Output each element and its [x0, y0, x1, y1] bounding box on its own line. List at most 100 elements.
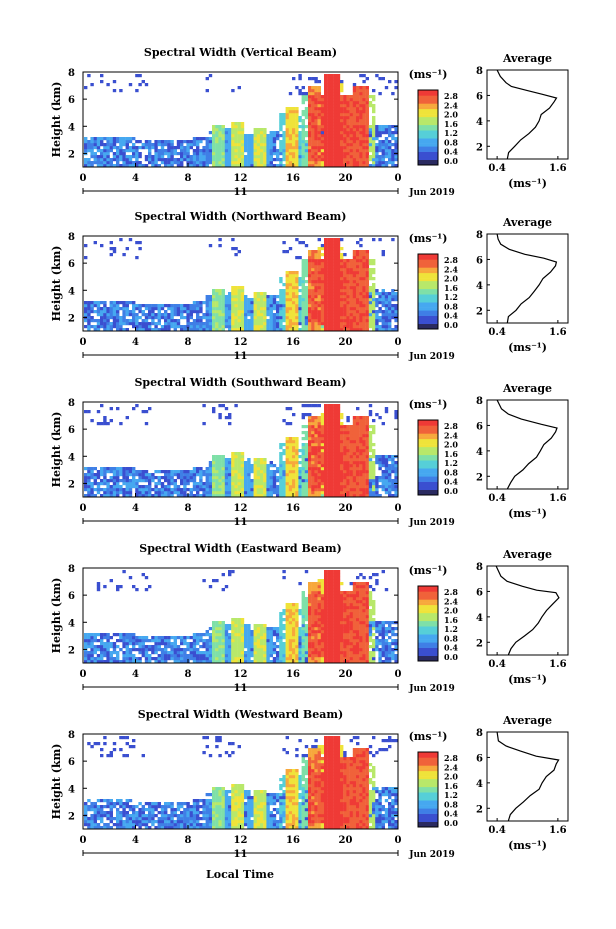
colorbar-step: [418, 272, 438, 276]
colorbar-frame: [417, 89, 439, 166]
average-y-tick-label: 6: [476, 255, 483, 266]
colorbar-step: [418, 800, 438, 804]
colorbar-tick-label: 1.2: [444, 790, 458, 800]
colorbar-tick-label: 0.0: [444, 320, 458, 330]
x-tick-label: 0: [395, 835, 402, 846]
colorbar-step: [418, 615, 438, 619]
colorbar-step: [418, 420, 438, 423]
colorbar-step: [418, 586, 438, 589]
x-tick-label: 20: [339, 337, 353, 348]
average-frame: [486, 233, 569, 324]
x-tick-label: 12: [234, 173, 248, 184]
average-y-tick-label: 8: [476, 728, 483, 739]
y-tick-label: 8: [68, 68, 75, 79]
colorbar-step: [418, 628, 438, 632]
colorbar-tick-label: 2.8: [444, 587, 458, 597]
colorbar-step: [418, 302, 438, 306]
colorbar-unit: (ms⁻¹): [409, 398, 448, 411]
colorbar-step: [418, 307, 438, 311]
y-tick-label: 4: [68, 286, 75, 297]
colorbar-step: [418, 484, 438, 488]
colorbar-tick-label: 2.0: [444, 606, 458, 616]
y-axis-label: Height (km): [50, 246, 63, 322]
average-x-label: (ms⁻¹): [508, 341, 547, 354]
date-month-label: Jun 2019: [408, 684, 455, 694]
colorbar-step: [418, 444, 438, 448]
colorbar-step: [418, 639, 438, 643]
colorbar-step: [418, 299, 438, 303]
colorbar-step: [418, 438, 438, 442]
colorbar-step: [418, 296, 438, 300]
colorbar-tick-label: 0.4: [444, 477, 458, 487]
average-frame: [486, 565, 569, 656]
y-tick-label: 2: [68, 149, 75, 160]
y-tick-label: 4: [68, 784, 75, 795]
x-tick-label: 12: [234, 503, 248, 514]
date-month-label: Jun 2019: [408, 518, 455, 528]
y-axis-label: Height (km): [50, 744, 63, 820]
average-y-tick-label: 4: [476, 447, 483, 458]
colorbar-tick-label: 2.4: [444, 430, 458, 440]
y-tick-label: 4: [68, 618, 75, 629]
colorbar-step: [418, 280, 438, 284]
colorbar-step: [418, 618, 438, 622]
colorbar-step: [418, 784, 438, 788]
average-profile: Average 2 4 6 8 0.4 1.6(ms⁻¹): [476, 216, 569, 354]
colorbar-step: [418, 642, 438, 646]
colorbar-step: [418, 446, 438, 450]
average-x-tick-label: 1.6: [549, 163, 566, 174]
colorbar-frame: [417, 751, 439, 828]
colorbar-step: [418, 810, 438, 814]
date-day-label: 11: [234, 517, 248, 528]
colorbar-tick-label: 0.0: [444, 486, 458, 496]
y-tick-label: 8: [68, 398, 75, 409]
colorbar-step: [418, 473, 438, 477]
y-tick-label: 2: [68, 479, 75, 490]
colorbar-step: [418, 449, 438, 453]
colorbar: [417, 419, 439, 496]
colorbar: [417, 89, 439, 166]
colorbar-step: [418, 103, 438, 107]
colorbar-tick-label: 0.4: [444, 147, 458, 157]
colorbar-tick-label: 0.4: [444, 643, 458, 653]
colorbar-step: [418, 100, 438, 104]
colorbar-step: [418, 264, 438, 268]
colorbar-step: [418, 776, 438, 780]
average-y-tick-label: 8: [476, 562, 483, 573]
colorbar-step: [418, 425, 438, 429]
heatmap-field: [84, 74, 398, 168]
y-tick-label: 8: [68, 564, 75, 575]
colorbar-step: [418, 653, 438, 656]
colorbar-tick-label: 1.2: [444, 624, 458, 634]
colorbar-step: [418, 441, 438, 445]
colorbar-tick-label: 1.6: [444, 615, 458, 625]
colorbar-step: [418, 275, 438, 279]
colorbar-step: [418, 428, 438, 431]
x-tick-label: 20: [339, 173, 353, 184]
y-axis-label: Height (km): [50, 82, 63, 158]
colorbar-step: [418, 770, 438, 774]
average-title: Average: [502, 382, 552, 395]
colorbar-tick-label: 0.0: [444, 156, 458, 166]
x-tick-label: 4: [132, 173, 139, 184]
colorbar-tick-label: 0.8: [444, 633, 458, 643]
colorbar-tick-label: 1.6: [444, 119, 458, 129]
y-axis-label: Height (km): [50, 412, 63, 488]
heatmap-field: [84, 404, 398, 498]
date-day-label: 11: [234, 683, 248, 694]
x-tick-label: 4: [132, 835, 139, 846]
colorbar-step: [418, 304, 438, 308]
colorbar-step: [418, 92, 438, 96]
colorbar-step: [418, 612, 438, 616]
colorbar-step: [418, 130, 438, 134]
x-tick-label: 8: [185, 173, 192, 184]
colorbar-tick-label: 0.0: [444, 818, 458, 828]
x-tick-label: 0: [80, 173, 87, 184]
colorbar-step: [418, 647, 438, 651]
x-tick-label: 4: [132, 503, 139, 514]
colorbar-step: [418, 658, 438, 662]
average-profile: Average 2 4 6 8 0.4 1.6(ms⁻¹): [476, 382, 569, 520]
colorbar-step: [418, 650, 438, 654]
average-y-tick-label: 6: [476, 753, 483, 764]
